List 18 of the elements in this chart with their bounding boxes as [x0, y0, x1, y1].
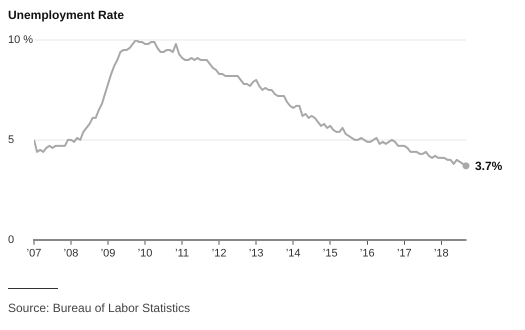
x-tick-label: ’17 — [396, 247, 412, 260]
x-tick-label: ’18 — [434, 247, 449, 260]
y-tick-label: 0 — [8, 234, 14, 246]
x-tick-label: ’11 — [175, 247, 190, 260]
source-note: Source: Bureau of Labor Statistics — [8, 301, 192, 315]
x-tick-label: ’10 — [138, 247, 152, 260]
y-tick-label: 10 % — [8, 34, 34, 46]
x-tick-label: ’09 — [100, 247, 116, 260]
x-tick-label: ’15 — [322, 247, 338, 260]
x-tick-label: ’16 — [360, 247, 375, 260]
x-tick-label: ’08 — [64, 247, 78, 260]
x-tick-label: ’13 — [248, 247, 264, 260]
chart-title: Unemployment Rate — [8, 8, 126, 22]
x-tick-label: ’14 — [286, 247, 301, 260]
x-tick-label: ’12 — [212, 247, 226, 260]
y-tick-label: 5 — [8, 134, 14, 146]
x-tick-label: ’07 — [26, 247, 42, 260]
annotation: 3.7% — [475, 159, 503, 174]
